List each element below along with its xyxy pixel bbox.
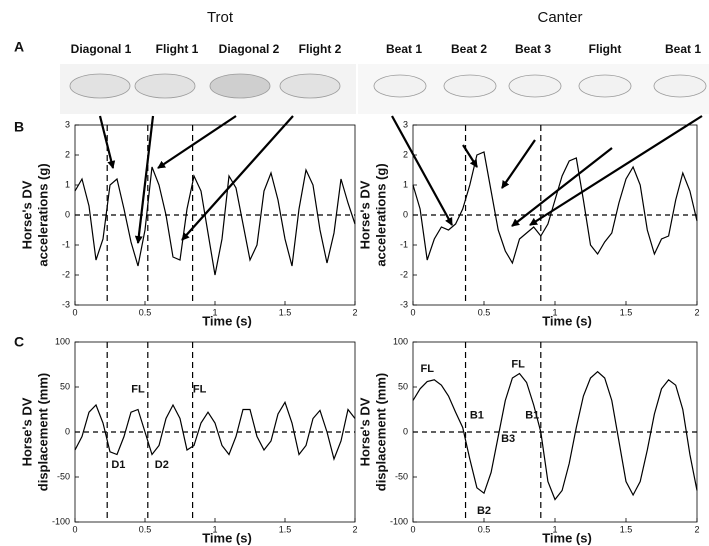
y-tick-label: 0: [65, 426, 70, 436]
y-tick-label: -50: [57, 471, 70, 481]
y-tick-label: -2: [400, 269, 408, 279]
phase-label: Flight 2: [299, 42, 342, 56]
x-tick-label: 0: [72, 307, 77, 317]
phase-label: Beat 1: [386, 42, 422, 56]
y-tick-label: 1: [65, 179, 70, 189]
x-tick-label: 0.5: [478, 524, 491, 534]
phase-label: Diagonal 2: [219, 42, 280, 56]
y-tick-label: -50: [395, 471, 408, 481]
y-axis-label: Horse's DV: [357, 397, 372, 466]
y-axis-label: displacement (mm): [35, 373, 50, 491]
annotation: B1: [470, 410, 484, 422]
y-tick-label: -100: [390, 516, 408, 526]
annotation: B3: [501, 433, 515, 445]
x-tick-label: 1: [552, 307, 557, 317]
x-tick-label: 0.5: [139, 524, 152, 534]
y-tick-label: 100: [55, 336, 70, 346]
data-line: [74, 400, 356, 461]
y-tick-label: 2: [403, 149, 408, 159]
phase-label: Flight 1: [156, 42, 199, 56]
annotation: B1: [525, 410, 539, 422]
phase-label: Beat 2: [451, 42, 487, 56]
y-tick-label: 0: [403, 209, 408, 219]
y-tick-label: 50: [60, 381, 70, 391]
y-tick-label: -3: [400, 299, 408, 309]
y-tick-label: 3: [403, 119, 408, 129]
y-tick-label: -1: [62, 239, 70, 249]
x-tick-label: 2: [694, 307, 699, 317]
x-tick-label: 0.5: [478, 307, 491, 317]
x-tick-label: 1: [212, 307, 217, 317]
x-tick-label: 1.5: [279, 307, 292, 317]
trot-title: Trot: [207, 9, 234, 26]
y-tick-label: -2: [62, 269, 70, 279]
x-tick-label: 2: [694, 524, 699, 534]
data-line: [412, 151, 698, 265]
annotation: D1: [111, 459, 125, 471]
y-tick-label: 1: [403, 179, 408, 189]
y-axis-label: displacement (mm): [373, 373, 388, 491]
y-axis-label: accelerations (g): [373, 163, 388, 266]
y-tick-label: 0: [65, 209, 70, 219]
annotation: B2: [477, 505, 491, 517]
annotation: FL: [193, 384, 207, 396]
y-axis-label: Horse's DV: [19, 397, 34, 466]
plot-frame: [412, 341, 698, 523]
x-axis-label: Time (s): [542, 313, 592, 328]
phase-label: Diagonal 1: [71, 42, 132, 56]
annotation: FL: [131, 384, 145, 396]
y-axis-label: accelerations (g): [35, 163, 50, 266]
panel-label: C: [14, 334, 24, 350]
y-tick-label: -1: [400, 239, 408, 249]
annotation: FL: [420, 363, 434, 375]
y-tick-label: -100: [52, 516, 70, 526]
y-tick-label: 0: [403, 426, 408, 436]
annotation: D2: [155, 459, 169, 471]
x-tick-label: 0: [72, 524, 77, 534]
horse-strip: [60, 64, 709, 114]
y-axis-label: Horse's DV: [19, 180, 34, 249]
y-tick-label: 3: [65, 119, 70, 129]
annotation: FL: [511, 358, 525, 370]
x-axis-label: Time (s): [202, 313, 252, 328]
x-tick-label: 0: [410, 307, 415, 317]
y-tick-label: -3: [62, 299, 70, 309]
y-axis-label: Horse's DV: [357, 180, 372, 249]
y-tick-label: 50: [398, 381, 408, 391]
x-tick-label: 1: [552, 524, 557, 534]
phase-label: Beat 3: [515, 42, 551, 56]
canter-title: Canter: [537, 9, 582, 26]
panel-label: A: [14, 39, 24, 55]
x-tick-label: 0: [410, 524, 415, 534]
panel-label: B: [14, 119, 24, 135]
x-axis-label: Time (s): [542, 530, 592, 545]
phase-label: Flight: [589, 42, 622, 56]
y-tick-label: 100: [393, 336, 408, 346]
y-tick-label: 2: [65, 149, 70, 159]
phase-label: Beat 1: [665, 42, 701, 56]
x-tick-label: 1.5: [279, 524, 292, 534]
arrows: [98, 115, 703, 244]
data-line: [412, 370, 698, 501]
x-tick-label: 1: [212, 524, 217, 534]
x-tick-label: 0.5: [139, 307, 152, 317]
x-tick-label: 2: [352, 307, 357, 317]
x-tick-label: 1.5: [620, 524, 633, 534]
plot-frame: [412, 124, 698, 306]
x-axis-label: Time (s): [202, 530, 252, 545]
data-line: [74, 166, 356, 276]
x-tick-label: 2: [352, 524, 357, 534]
x-tick-label: 1.5: [620, 307, 633, 317]
